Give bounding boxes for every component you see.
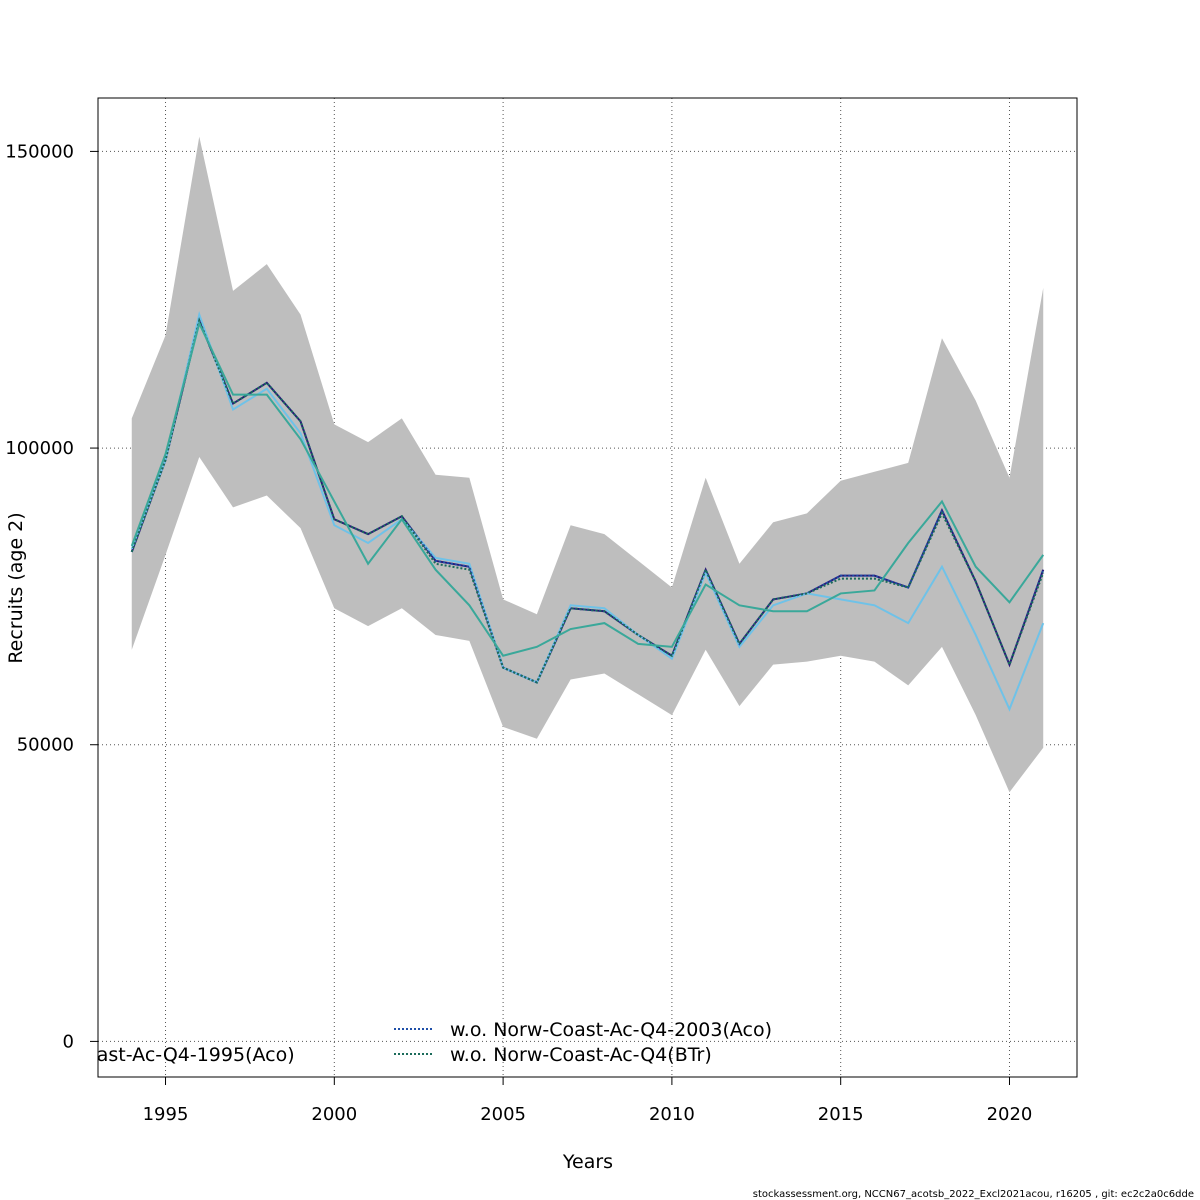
y-tick-label-3: 150000 — [5, 141, 74, 162]
y-tick-label-2: 100000 — [5, 438, 74, 459]
legend-label-0: nt — [30, 1019, 50, 1041]
y-axis: 0 50000 100000 150000 — [5, 141, 98, 1052]
legend-label-3: w.o. Norw-Coast-Ac-Q4(BTr) — [450, 1044, 712, 1066]
plot-frame — [97, 97, 1078, 1078]
y-tick-label-1: 50000 — [17, 735, 74, 756]
series-line-3 — [130, 317, 1045, 684]
y-axis-title: Recruits (age 2) — [5, 512, 27, 663]
series-line-4 — [130, 320, 1045, 657]
legend-label-2: w.o. Norw-Coast-Ac-Q4-2003(Aco) — [450, 1019, 772, 1041]
x-axis-title: Years — [562, 1151, 613, 1173]
x-tick-label-3: 2010 — [649, 1104, 695, 1125]
x-tick-label-4: 2015 — [818, 1104, 864, 1125]
confidence-band-area — [131, 136, 1044, 793]
series-lines — [130, 311, 1045, 712]
legend: nt orw-Coast-Ac-Q4-1995(Aco) w.o. Norw-Coa… — [30, 1019, 772, 1066]
confidence-band — [131, 136, 1044, 793]
x-tick-label-1: 2000 — [311, 1104, 357, 1125]
x-tick-label-0: 1995 — [143, 1104, 189, 1125]
footer-credit: stockassessment.org, NCCN67_acotsb_2022_… — [753, 1189, 1194, 1200]
x-tick-label-5: 2020 — [987, 1104, 1033, 1125]
series-line-1 — [130, 311, 1045, 712]
y-tick-label-0: 0 — [63, 1031, 74, 1052]
x-tick-label-2: 2005 — [480, 1104, 526, 1125]
x-axis: 1995 2000 2005 2010 2015 2020 — [143, 1077, 1033, 1125]
legend-label-1: orw-Coast-Ac-Q4-1995(Aco) — [30, 1044, 295, 1066]
